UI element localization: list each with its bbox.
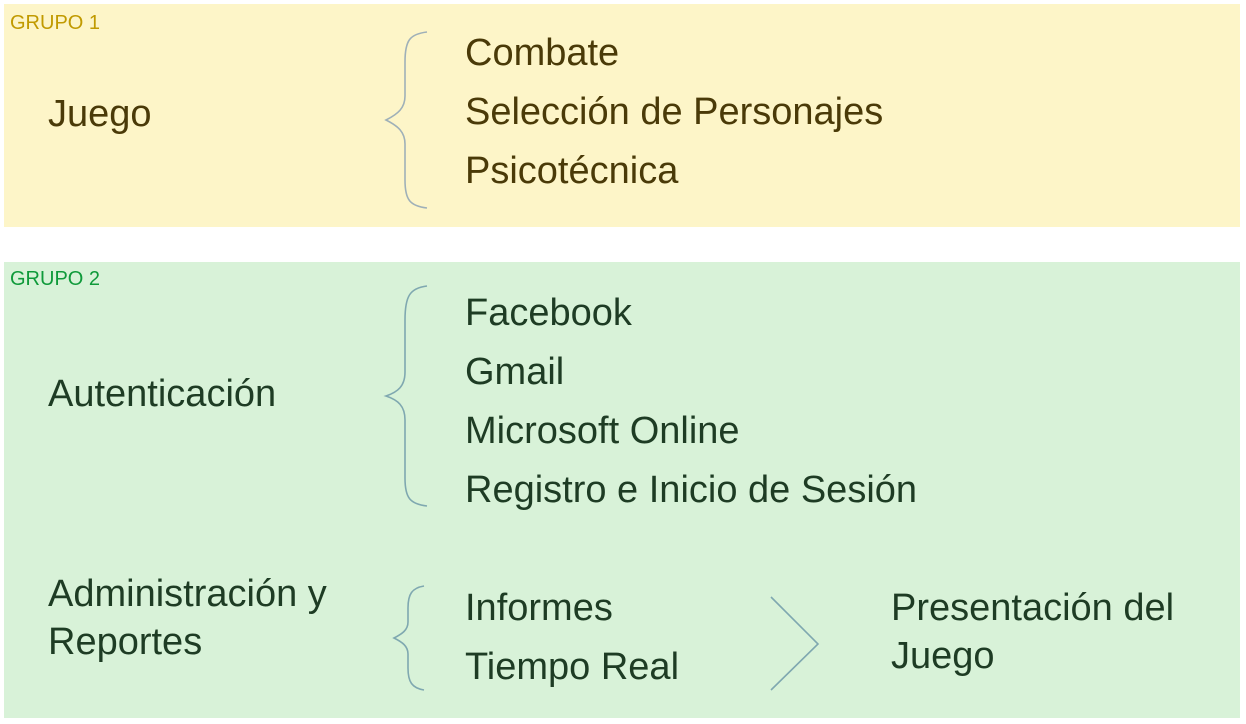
- juego-items-list: Combate Selección de Personajes Psicotéc…: [465, 24, 883, 201]
- list-item: Selección de Personajes: [465, 91, 884, 133]
- outcome-line-2: Juego: [891, 635, 995, 677]
- list-item: Facebook: [465, 292, 632, 334]
- outcome-line-1: Presentación del: [891, 587, 1175, 629]
- administracion-items-list: Informes Tiempo Real: [465, 579, 679, 697]
- list-item: Gmail: [465, 351, 565, 393]
- group-2-panel: GRUPO 2 Autenticación Facebook Gmail Mic…: [4, 262, 1240, 718]
- group-1-panel: GRUPO 1 Juego Combate Selección de Perso…: [4, 4, 1240, 227]
- list-item: Registro e Inicio de Sesión: [465, 469, 918, 511]
- list-item: Psicotécnica: [465, 150, 679, 192]
- group-1-label: GRUPO 1: [10, 12, 101, 34]
- list-item: Microsoft Online: [465, 410, 740, 452]
- category-administracion-reportes: Administración y Reportes: [48, 570, 327, 666]
- category-autenticacion: Autenticación: [48, 373, 277, 415]
- category-name-line-1: Administración y: [48, 573, 327, 615]
- list-item: Combate: [465, 32, 620, 74]
- list-item: Tiempo Real: [465, 646, 680, 688]
- outcome-presentacion-juego: Presentación del Juego: [891, 584, 1174, 680]
- list-item: Informes: [465, 587, 613, 629]
- group-2-label: GRUPO 2: [10, 268, 101, 290]
- category-name-line-2: Reportes: [48, 621, 203, 663]
- autenticacion-items-list: Facebook Gmail Microsoft Online Registro…: [465, 284, 917, 520]
- category-juego: Juego: [48, 93, 152, 135]
